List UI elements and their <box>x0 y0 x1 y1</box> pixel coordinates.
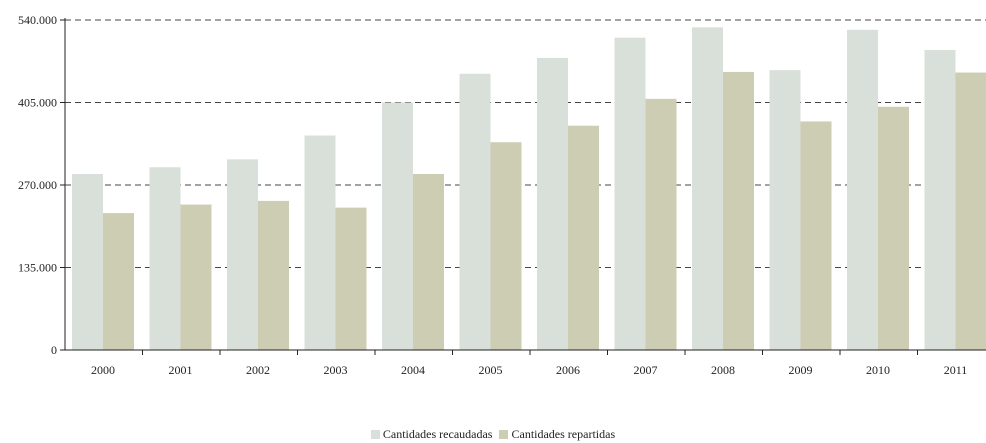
y-tick-label: 270.000 <box>18 178 57 192</box>
x-tick-label: 2010 <box>866 363 890 377</box>
x-tick-label: 2004 <box>401 363 425 377</box>
bar-repartidas-2004 <box>413 174 444 350</box>
bar-recaudadas-2010 <box>847 30 878 350</box>
bar-repartidas-2010 <box>878 107 909 350</box>
bar-repartidas-2007 <box>646 99 677 350</box>
bar-repartidas-2011 <box>956 73 986 350</box>
y-tick-labels: 0 135.000 270.000 405.000 540.000 <box>18 13 65 357</box>
legend-label-recaudadas: Cantidades recaudadas <box>383 427 493 442</box>
bar-recaudadas-2005 <box>460 74 491 350</box>
bar-recaudadas-2003 <box>305 136 336 351</box>
x-tick-label: 2000 <box>91 363 115 377</box>
bar-recaudadas-2007 <box>615 38 646 350</box>
legend: Cantidades recaudadas Cantidades reparti… <box>0 427 986 443</box>
y-tick-label: 540.000 <box>18 13 57 27</box>
x-tick-label: 2001 <box>169 363 193 377</box>
x-tick-label: 2011 <box>944 363 968 377</box>
bar-repartidas-2003 <box>336 208 367 350</box>
legend-swatch-repartidas <box>499 430 508 439</box>
x-tick-labels: 2000 2001 2002 2003 2004 2005 2006 2007 2008 2009… <box>91 350 967 377</box>
bar-recaudadas-2002 <box>227 159 258 350</box>
bar-recaudadas-2000 <box>72 174 103 350</box>
legend-item-recaudadas: Cantidades recaudadas <box>371 427 493 442</box>
x-tick-label: 2007 <box>634 363 658 377</box>
y-tick-label: 405.000 <box>18 96 57 110</box>
bars <box>72 27 986 350</box>
bar-recaudadas-2001 <box>150 167 181 350</box>
bar-repartidas-2008 <box>723 72 754 350</box>
bar-recaudadas-2009 <box>770 70 801 350</box>
x-tick-label: 2005 <box>479 363 503 377</box>
bar-recaudadas-2011 <box>925 50 956 350</box>
bar-recaudadas-2008 <box>692 27 723 350</box>
x-tick-label: 2008 <box>711 363 735 377</box>
x-tick-label: 2002 <box>246 363 270 377</box>
x-tick-label: 2009 <box>789 363 813 377</box>
bar-recaudadas-2004 <box>382 103 413 351</box>
bar-repartidas-2001 <box>181 205 212 350</box>
x-tick-label: 2003 <box>324 363 348 377</box>
bar-repartidas-2002 <box>258 201 289 350</box>
legend-item-repartidas: Cantidades repartidas <box>499 427 615 442</box>
legend-swatch-recaudadas <box>371 430 380 439</box>
bar-repartidas-2000 <box>103 213 134 350</box>
x-tick-label: 2006 <box>556 363 580 377</box>
legend-label-repartidas: Cantidades repartidas <box>511 427 615 442</box>
bar-repartidas-2005 <box>491 142 522 350</box>
y-tick-label: 0 <box>51 343 57 357</box>
bar-repartidas-2006 <box>568 126 599 350</box>
bar-recaudadas-2006 <box>537 58 568 350</box>
y-tick-label: 135.000 <box>18 261 57 275</box>
bar-repartidas-2009 <box>801 121 832 350</box>
